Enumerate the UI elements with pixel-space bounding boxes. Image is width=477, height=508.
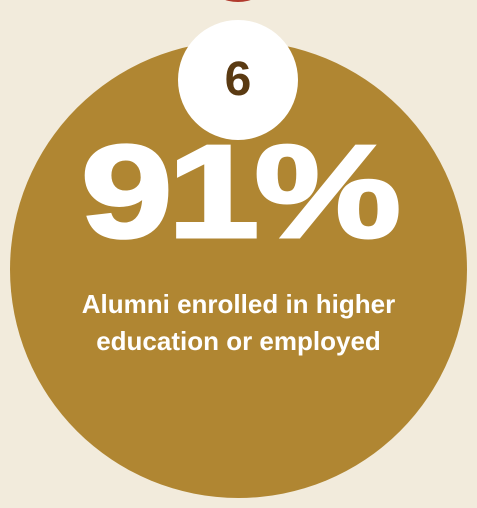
stat-value: 91% <box>79 118 403 265</box>
stat-caption: Alumni enrolled in higher education or e… <box>81 289 396 356</box>
badge-number: 6 <box>224 53 252 106</box>
top-accent-circle <box>188 0 288 2</box>
stat-number-badge: 6 <box>178 20 298 140</box>
